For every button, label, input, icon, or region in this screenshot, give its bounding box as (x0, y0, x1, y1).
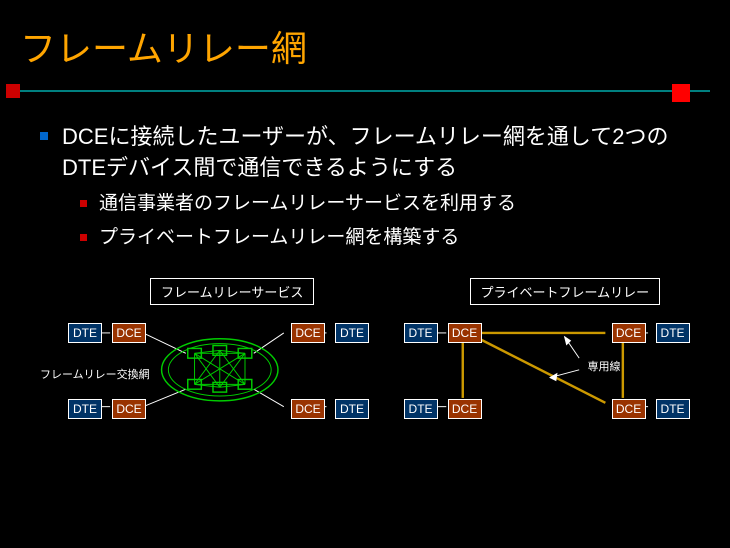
bullet-sub1-text: 通信事業者のフレームリレーサービスを利用する (99, 190, 516, 219)
node-dte: DTE (404, 399, 438, 419)
bullet-icon (40, 132, 48, 140)
slide-title: フレームリレー網 (0, 0, 730, 82)
node-dce: DCE (612, 323, 646, 343)
diagram-service-label: フレームリレー交換網 (40, 366, 150, 382)
node-dce: DCE (112, 399, 146, 419)
node-dte: DTE (68, 323, 102, 343)
divider-accent-left (6, 84, 20, 98)
bullet-main-text: DCEに接続したユーザーが、フレームリレー網を通して2つのDTEデバイス間で通信… (62, 122, 710, 184)
node-dce: DCE (291, 399, 325, 419)
content-area: DCEに接続したユーザーが、フレームリレー網を通して2つのDTEデバイス間で通信… (0, 112, 730, 448)
diagram-private: プライベートフレームリレー DTE DCE DCE DTE DTE DCE DC… (390, 278, 700, 448)
node-dce: DCE (448, 323, 482, 343)
diagram-row: フレームリレーサービス DTE DCE DCE DTE DTE DCE DCE … (40, 278, 710, 448)
bullet-sub2-text: プライベートフレームリレー網を構築する (99, 224, 459, 253)
node-dce: DCE (448, 399, 482, 419)
node-dce: DCE (291, 323, 325, 343)
title-divider (0, 82, 730, 102)
node-dte: DTE (335, 399, 369, 419)
diagram-private-title: プライベートフレームリレー (470, 278, 661, 305)
diagram-service: フレームリレーサービス DTE DCE DCE DTE DTE DCE DCE … (50, 278, 390, 448)
node-dce: DCE (112, 323, 146, 343)
diagram-private-label: 専用線 (588, 358, 621, 374)
node-dte: DTE (656, 323, 690, 343)
bullet-sub1: 通信事業者のフレームリレーサービスを利用する (80, 190, 710, 219)
bullet-icon (80, 200, 87, 207)
node-dce: DCE (612, 399, 646, 419)
diagram-service-title: フレームリレーサービス (150, 278, 314, 305)
bullet-main: DCEに接続したユーザーが、フレームリレー網を通して2つのDTEデバイス間で通信… (40, 122, 710, 184)
node-dte: DTE (656, 399, 690, 419)
node-dte: DTE (68, 399, 102, 419)
node-dte: DTE (404, 323, 438, 343)
bullet-sub2: プライベートフレームリレー網を構築する (80, 224, 710, 253)
divider-accent-right (672, 84, 690, 102)
node-dte: DTE (335, 323, 369, 343)
bullet-icon (80, 234, 87, 241)
divider-line (20, 90, 710, 92)
